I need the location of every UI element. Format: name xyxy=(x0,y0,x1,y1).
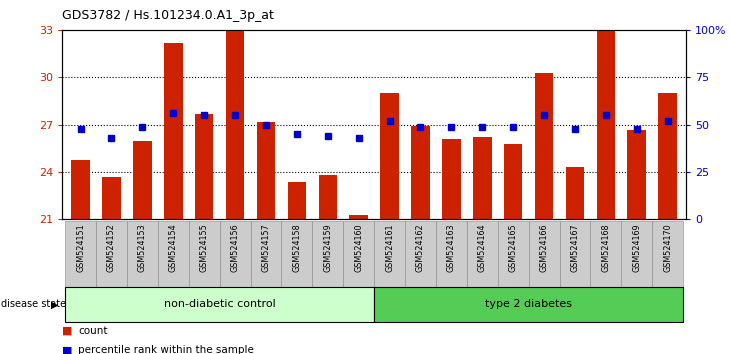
Text: ■: ■ xyxy=(62,345,76,354)
Bar xyxy=(318,175,337,219)
Bar xyxy=(257,122,275,219)
Bar xyxy=(226,27,245,219)
Bar xyxy=(312,221,343,287)
Bar xyxy=(442,139,461,219)
Bar xyxy=(288,182,306,219)
Text: GSM524162: GSM524162 xyxy=(416,223,425,272)
Bar xyxy=(282,221,312,287)
Bar xyxy=(72,160,90,219)
Bar xyxy=(189,221,220,287)
Bar xyxy=(250,221,282,287)
Bar xyxy=(591,221,621,287)
Bar xyxy=(436,221,466,287)
Text: GSM524151: GSM524151 xyxy=(76,223,85,272)
Text: ▶: ▶ xyxy=(51,299,58,309)
Text: ■: ■ xyxy=(62,326,76,336)
Text: GSM524158: GSM524158 xyxy=(293,223,301,272)
Text: GSM524170: GSM524170 xyxy=(663,223,672,272)
Text: GSM524153: GSM524153 xyxy=(138,223,147,272)
Bar xyxy=(504,144,523,219)
Bar xyxy=(343,221,374,287)
Bar xyxy=(220,221,250,287)
Bar xyxy=(158,221,189,287)
Bar xyxy=(374,221,405,287)
Bar xyxy=(164,43,182,219)
Bar xyxy=(529,221,559,287)
Text: non-diabetic control: non-diabetic control xyxy=(164,299,275,309)
Bar xyxy=(65,221,96,287)
Text: GSM524164: GSM524164 xyxy=(477,223,487,272)
Bar xyxy=(566,167,584,219)
Text: GSM524156: GSM524156 xyxy=(231,223,239,272)
Text: GSM524152: GSM524152 xyxy=(107,223,116,272)
Text: count: count xyxy=(78,326,107,336)
Text: GSM524154: GSM524154 xyxy=(169,223,178,272)
Text: GSM524155: GSM524155 xyxy=(200,223,209,272)
Bar xyxy=(628,130,646,219)
Text: type 2 diabetes: type 2 diabetes xyxy=(485,299,572,309)
Bar xyxy=(498,221,529,287)
Bar xyxy=(652,221,683,287)
Bar xyxy=(133,141,152,219)
Bar xyxy=(96,221,127,287)
Text: percentile rank within the sample: percentile rank within the sample xyxy=(78,345,254,354)
Bar xyxy=(411,126,430,219)
Text: disease state: disease state xyxy=(1,299,66,309)
Bar xyxy=(127,221,158,287)
Bar xyxy=(350,215,368,219)
Bar xyxy=(621,221,652,287)
Bar xyxy=(473,137,491,219)
Text: GSM524157: GSM524157 xyxy=(261,223,271,272)
Text: GSM524165: GSM524165 xyxy=(509,223,518,272)
Text: GSM524166: GSM524166 xyxy=(539,223,548,272)
Bar xyxy=(65,287,374,322)
Text: GSM524168: GSM524168 xyxy=(602,223,610,272)
Bar xyxy=(374,287,683,322)
Bar xyxy=(535,73,553,219)
Text: GSM524160: GSM524160 xyxy=(354,223,364,272)
Text: GSM524169: GSM524169 xyxy=(632,223,641,272)
Bar xyxy=(466,221,498,287)
Bar xyxy=(380,93,399,219)
Text: GSM524163: GSM524163 xyxy=(447,223,456,272)
Text: GDS3782 / Hs.101234.0.A1_3p_at: GDS3782 / Hs.101234.0.A1_3p_at xyxy=(62,9,274,22)
Bar xyxy=(559,221,591,287)
Bar xyxy=(596,30,615,219)
Bar xyxy=(405,221,436,287)
Text: GSM524161: GSM524161 xyxy=(385,223,394,272)
Text: GSM524159: GSM524159 xyxy=(323,223,332,272)
Bar xyxy=(658,93,677,219)
Text: GSM524167: GSM524167 xyxy=(570,223,580,272)
Bar xyxy=(195,114,213,219)
Bar xyxy=(102,177,120,219)
